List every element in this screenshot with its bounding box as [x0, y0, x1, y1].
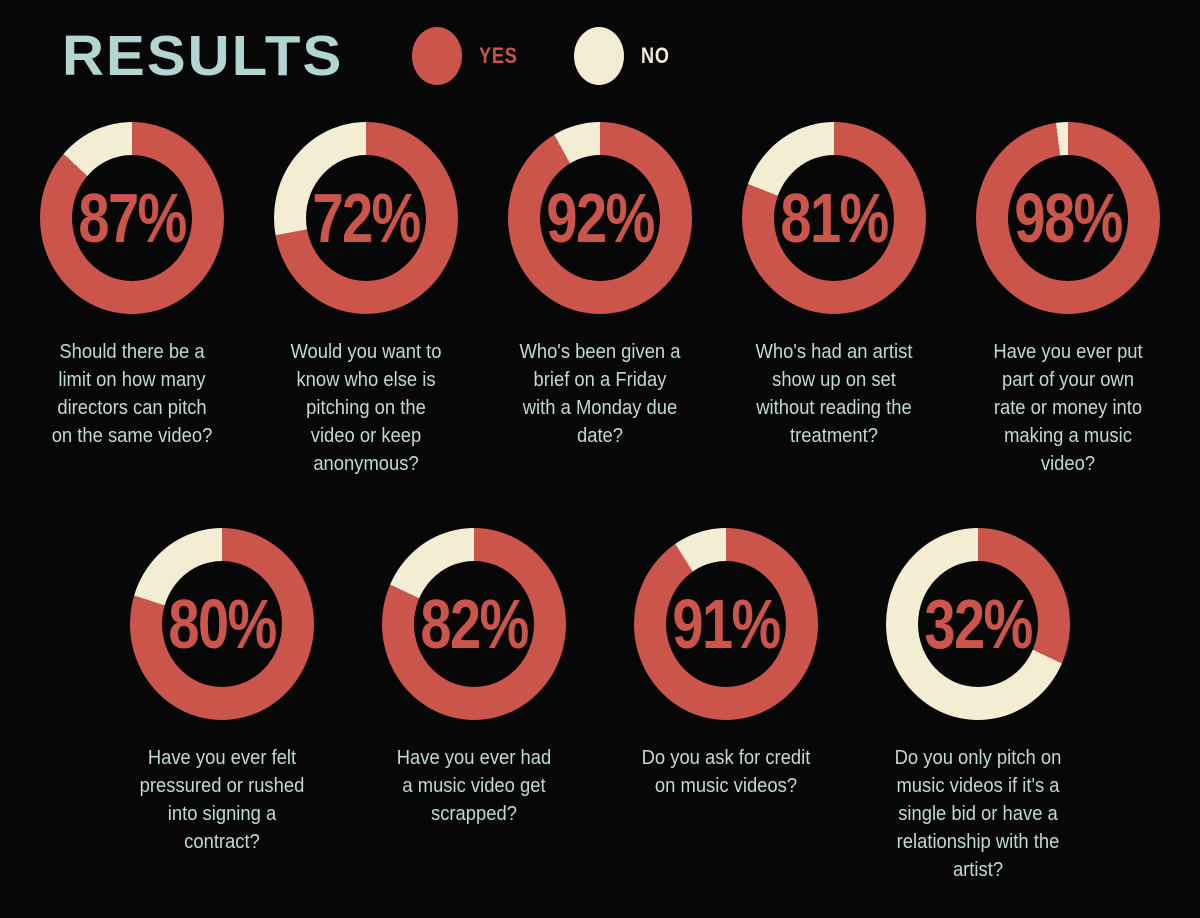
- chart-row-top: 87% Should there be a limit on how many …: [0, 122, 1200, 478]
- question-text: Should there be a limit on how many dire…: [51, 341, 213, 447]
- question-text: Who's been given a brief on a Friday wit…: [519, 341, 681, 447]
- survey-chart-card: 91% Do you ask for credit on music video…: [601, 528, 851, 884]
- legend-no-label: NO: [640, 43, 670, 68]
- survey-chart-card: 80% Have you ever felt pressured or rush…: [97, 528, 347, 884]
- donut-chart: 91%: [634, 528, 818, 720]
- donut-hole: 87%: [72, 155, 192, 281]
- percent-label: 92%: [546, 179, 655, 257]
- percent-label: 98%: [1014, 179, 1123, 257]
- donut-chart: 81%: [742, 122, 926, 314]
- donut-chart: 98%: [976, 122, 1160, 314]
- question-text: Do you ask for credit on music videos?: [641, 747, 811, 797]
- percent-label: 82%: [420, 585, 529, 663]
- donut-chart: 82%: [382, 528, 566, 720]
- donut-hole: 91%: [666, 561, 786, 687]
- survey-chart-card: 92% Who's been given a brief on a Friday…: [485, 122, 715, 478]
- survey-chart-card: 72% Would you want to know who else is p…: [251, 122, 481, 478]
- donut-hole: 92%: [540, 155, 660, 281]
- survey-chart-card: 98% Have you ever put part of your own r…: [953, 122, 1183, 478]
- percent-label: 80%: [168, 585, 277, 663]
- percent-label: 72%: [312, 179, 421, 257]
- question-text: Do you only pitch on music videos if it'…: [894, 747, 1062, 881]
- survey-chart-card: 87% Should there be a limit on how many …: [17, 122, 247, 478]
- question-text: Would you want to know who else is pitch…: [290, 341, 442, 475]
- page-title: RESULTS: [62, 24, 344, 88]
- legend: YES NO: [411, 27, 676, 85]
- donut-hole: 82%: [414, 561, 534, 687]
- donut-chart: 92%: [508, 122, 692, 314]
- question-text: Have you ever had a music video get scra…: [396, 747, 552, 825]
- question-text: Have you ever put part of your own rate …: [993, 341, 1143, 475]
- percent-label: 32%: [924, 585, 1033, 663]
- donut-hole: 72%: [306, 155, 426, 281]
- question-text: Who's had an artist show up on set witho…: [755, 341, 913, 447]
- donut-hole: 98%: [1008, 155, 1128, 281]
- percent-label: 87%: [78, 179, 187, 257]
- percent-label: 91%: [672, 585, 781, 663]
- question-text: Have you ever felt pressured or rushed i…: [139, 747, 305, 853]
- chart-row-bottom: 80% Have you ever felt pressured or rush…: [0, 528, 1200, 884]
- survey-chart-card: 82% Have you ever had a music video get …: [349, 528, 599, 884]
- donut-chart: 32%: [886, 528, 1070, 720]
- donut-chart: 72%: [274, 122, 458, 314]
- donut-hole: 81%: [774, 155, 894, 281]
- donut-chart: 80%: [130, 528, 314, 720]
- donut-hole: 80%: [162, 561, 282, 687]
- legend-yes-swatch: [411, 27, 462, 85]
- header: RESULTS YES NO: [0, 0, 1200, 88]
- survey-chart-card: 81% Who's had an artist show up on set w…: [719, 122, 949, 478]
- legend-no-swatch: [573, 27, 624, 85]
- donut-hole: 32%: [918, 561, 1038, 687]
- legend-yes-label: YES: [478, 43, 518, 68]
- survey-chart-card: 32% Do you only pitch on music videos if…: [853, 528, 1103, 884]
- donut-chart: 87%: [40, 122, 224, 314]
- percent-label: 81%: [780, 179, 889, 257]
